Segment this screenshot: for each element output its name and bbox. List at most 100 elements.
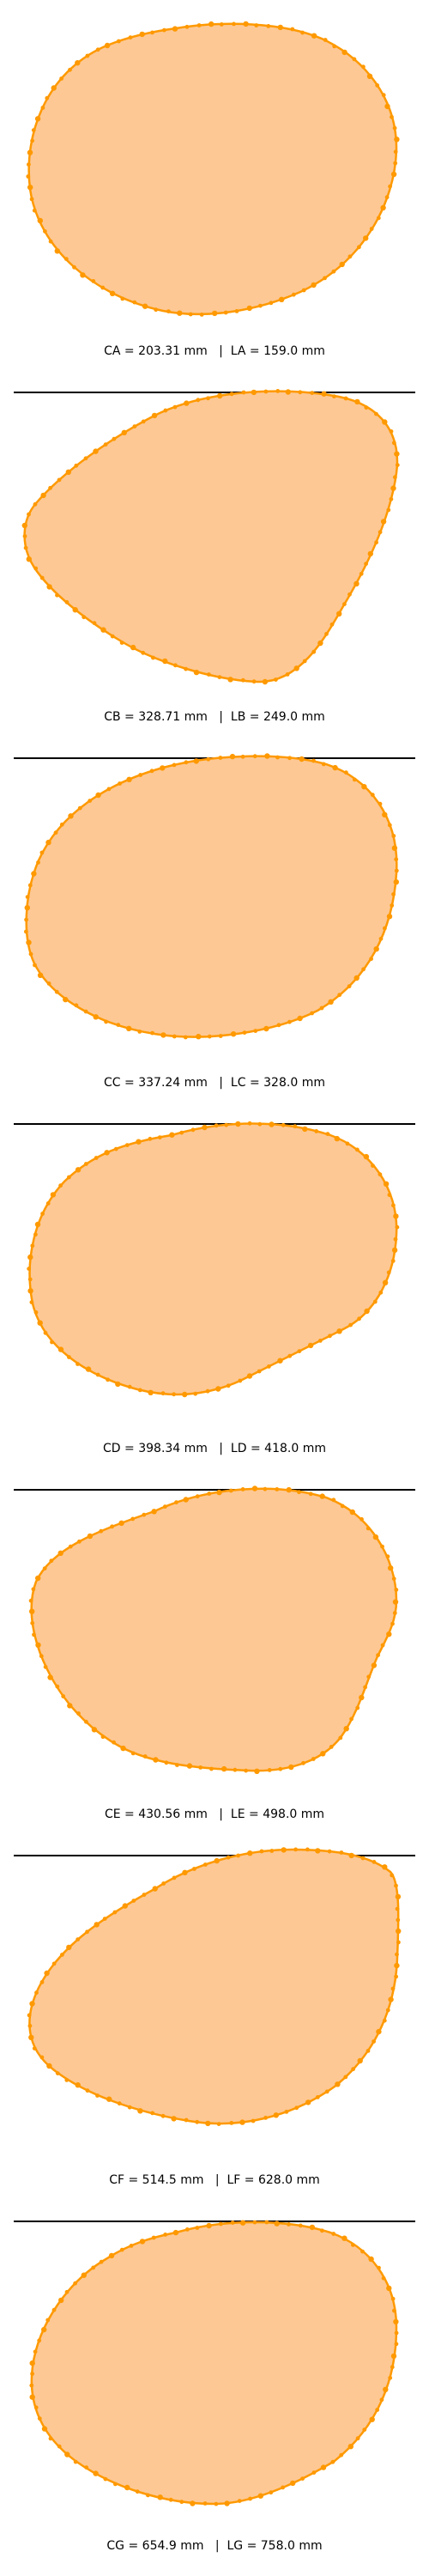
contour-point — [95, 2093, 100, 2098]
contour-point — [382, 1279, 389, 1285]
contour-point — [85, 2088, 90, 2093]
contour-point — [383, 926, 387, 931]
contour-point — [252, 754, 257, 759]
contour-point — [150, 2111, 155, 2116]
contour-point — [141, 419, 146, 424]
contour-point — [190, 2500, 196, 2506]
contour-point — [29, 1608, 35, 1614]
contour-point — [386, 2285, 392, 2292]
contour-point — [195, 2226, 200, 2230]
contour-point — [378, 936, 384, 941]
contour-point — [82, 615, 87, 620]
contour-point — [57, 1550, 63, 1556]
contour-point — [22, 534, 27, 538]
contour-point — [33, 2405, 39, 2410]
contour-point — [130, 1751, 136, 1756]
contour-point — [384, 103, 390, 110]
contour-point — [374, 411, 378, 416]
contour-point — [87, 1533, 94, 1540]
panel-caption-c: CC = 337.24 mm | LC = 328.0 mm — [104, 1076, 325, 1090]
contour-panel-d: CD = 398.34 mm | LD = 418.0 mm — [0, 1097, 429, 1463]
contour-point — [394, 1883, 398, 1888]
contour-point — [39, 1654, 44, 1659]
contour-point — [267, 1364, 271, 1369]
contour-point — [394, 2330, 399, 2336]
contour-point — [395, 1224, 400, 1230]
contour-point — [264, 2220, 269, 2225]
contour-point — [137, 1388, 142, 1393]
contour-point — [380, 1643, 385, 1648]
contour-point — [323, 38, 328, 42]
contour-point — [305, 1847, 310, 1852]
contour-point — [65, 469, 72, 475]
contour-point — [369, 957, 373, 962]
contour-point — [246, 305, 252, 312]
contour-point — [366, 73, 373, 80]
contour-point — [251, 1485, 258, 1492]
contour-point — [44, 1970, 50, 1977]
contour-point — [385, 1554, 390, 1559]
contour-point — [39, 1980, 45, 1984]
contour-point — [390, 2365, 395, 2370]
contour-point — [273, 2112, 279, 2118]
contour-point — [33, 1310, 39, 1315]
contour-point — [319, 1005, 324, 1011]
contour-point — [83, 456, 88, 461]
contour-point — [378, 1290, 384, 1295]
contour-point — [281, 2485, 285, 2490]
contour-point — [51, 2307, 57, 2312]
contour-point — [226, 1383, 231, 1388]
panel-caption-b: CB = 328.71 mm | LB = 249.0 mm — [104, 710, 325, 724]
contour-point — [116, 1023, 121, 1027]
contour-point — [278, 1766, 283, 1771]
contour-point — [184, 666, 189, 671]
contour-point — [135, 2489, 140, 2494]
contour-point — [392, 1611, 397, 1615]
contour-point — [172, 762, 177, 768]
contour-path-e — [30, 1487, 398, 1772]
contour-point — [391, 1203, 396, 1208]
contour-point — [50, 1340, 54, 1345]
contour-point — [74, 463, 79, 468]
contour-point — [34, 1221, 41, 1228]
contour-point — [336, 1328, 342, 1334]
contour-point — [276, 1023, 281, 1028]
panel-divider — [14, 1855, 415, 1856]
contour-point — [151, 1509, 157, 1515]
contour-point — [340, 1504, 345, 1509]
contour-point — [214, 2501, 219, 2506]
contour-point — [41, 2426, 48, 2432]
contour-point — [163, 408, 168, 413]
contour-point — [360, 2249, 365, 2254]
contour-point — [302, 1126, 308, 1133]
contour-point — [126, 776, 132, 782]
contour-point — [339, 261, 345, 268]
contour-point — [357, 1316, 361, 1321]
contour-point — [301, 1760, 305, 1765]
contour-point — [27, 162, 31, 167]
contour-point — [88, 799, 93, 803]
contour-point — [281, 1122, 286, 1127]
contour-point — [40, 492, 46, 499]
contour-point — [40, 1212, 45, 1216]
contour-point — [394, 137, 400, 143]
contour-point — [40, 106, 45, 110]
contour-point — [214, 1123, 219, 1128]
contour-point — [287, 1019, 292, 1024]
contour-point — [149, 769, 154, 774]
contour-point — [32, 208, 37, 213]
contour-point — [257, 2493, 263, 2499]
contour-point — [332, 764, 338, 771]
contour-point — [30, 1243, 35, 1249]
contour-point — [219, 22, 224, 27]
contour-point — [195, 1494, 200, 1499]
contour-point — [84, 1719, 88, 1724]
contour-point — [320, 1751, 326, 1757]
contour-point — [269, 1849, 275, 1853]
contour-point — [75, 60, 81, 66]
contour-point — [173, 663, 178, 668]
contour-point — [55, 2071, 60, 2075]
contour-point — [372, 1534, 379, 1540]
contour-point — [395, 1893, 402, 1900]
contour-point — [394, 451, 400, 457]
